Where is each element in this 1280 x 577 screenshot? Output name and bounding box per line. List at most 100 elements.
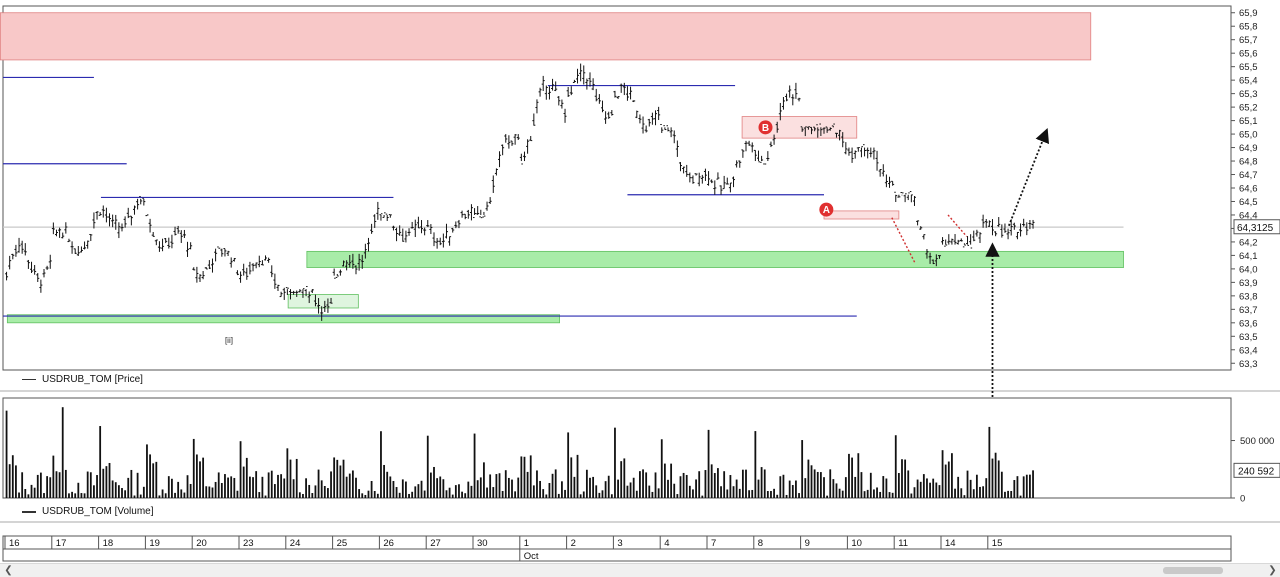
price-panel: 63,3 63,4 63,5 63,6 63,7 63,8 63,9 64,0 64,1 64,2… bbox=[0, 5, 1280, 445]
ohlc-bar bbox=[382, 212, 386, 218]
ohlc-bar bbox=[969, 234, 973, 249]
ohlc-bar bbox=[379, 213, 383, 221]
ohlc-bar bbox=[975, 229, 979, 237]
volume-bar bbox=[376, 493, 379, 498]
volume-bar bbox=[801, 440, 804, 498]
volume-bar bbox=[336, 459, 339, 498]
ohlc-bar bbox=[192, 267, 196, 271]
volume-bar bbox=[302, 493, 304, 498]
volume-bar bbox=[270, 470, 273, 498]
volume-bar bbox=[267, 472, 270, 498]
ohlc-bar bbox=[39, 279, 43, 293]
ohlc-bar bbox=[597, 94, 601, 104]
ohlc-bar bbox=[182, 229, 186, 238]
volume-bar bbox=[648, 485, 651, 498]
ohlc-bar bbox=[610, 110, 614, 116]
ohlc-bar bbox=[482, 211, 486, 218]
ohlc-bar bbox=[828, 127, 832, 131]
ohlc-bar bbox=[351, 253, 355, 269]
scroll-right-icon[interactable]: ❯ bbox=[1268, 565, 1277, 576]
ohlc-bar bbox=[629, 86, 633, 100]
volume-bar bbox=[592, 476, 595, 498]
volume-bar bbox=[904, 459, 907, 498]
ohlc-bar bbox=[831, 123, 835, 128]
volume-bar bbox=[351, 470, 354, 498]
volume-bar bbox=[710, 464, 713, 498]
ohlc-bar bbox=[962, 243, 966, 248]
volume-bar bbox=[932, 478, 935, 498]
volume-bar bbox=[729, 475, 732, 498]
ohlc-bar bbox=[423, 227, 427, 236]
volume-bar bbox=[844, 477, 847, 498]
volume-bar bbox=[695, 479, 697, 498]
volume-bar bbox=[557, 493, 560, 498]
ohlc-bar bbox=[454, 221, 458, 229]
volume-bar bbox=[364, 494, 367, 498]
volume-bar bbox=[657, 488, 660, 498]
volume-bar bbox=[127, 477, 130, 498]
volume-bar bbox=[891, 492, 894, 498]
volume-bar bbox=[654, 472, 657, 498]
ohlc-bar bbox=[1031, 219, 1035, 229]
date-tick-label: 25 bbox=[337, 538, 348, 549]
volume-bar bbox=[523, 456, 526, 498]
ohlc-bar bbox=[370, 223, 374, 234]
volume-bar bbox=[486, 487, 488, 498]
date-tick-label: 20 bbox=[196, 538, 207, 549]
volume-bar bbox=[442, 479, 445, 498]
ohlc-bar bbox=[863, 144, 867, 157]
ohlc-bar bbox=[164, 238, 168, 244]
volume-bar bbox=[24, 489, 27, 498]
ohlc-bar bbox=[588, 72, 592, 87]
volume-bar bbox=[698, 471, 701, 498]
ohlc-bar bbox=[1028, 219, 1032, 230]
price-tick-label: 63,8 bbox=[1239, 291, 1258, 302]
ohlc-bar bbox=[295, 290, 299, 297]
volume-bar bbox=[975, 474, 978, 498]
date-tick-label: 26 bbox=[383, 538, 394, 549]
ohlc-bar bbox=[485, 201, 489, 211]
volume-bar bbox=[873, 489, 875, 498]
volume-bar bbox=[813, 469, 816, 498]
ohlc-bar bbox=[161, 238, 165, 252]
ohlc-bar bbox=[270, 265, 274, 278]
ohlc-bar bbox=[916, 220, 920, 226]
volume-bar bbox=[264, 495, 267, 498]
ohlc-bar bbox=[54, 229, 58, 237]
ohlc-bar bbox=[245, 267, 249, 280]
volume-bar bbox=[33, 487, 36, 498]
volume-bar bbox=[620, 461, 623, 498]
ohlc-bar bbox=[781, 96, 785, 110]
ohlc-bar bbox=[850, 147, 854, 163]
volume-bar bbox=[292, 479, 295, 498]
price-tick-label: 64,4 bbox=[1239, 210, 1258, 221]
ohlc-bar bbox=[76, 245, 80, 256]
ohlc-bar bbox=[878, 168, 882, 177]
ohlc-bar bbox=[981, 214, 985, 228]
ohlc-bar bbox=[73, 248, 77, 254]
volume-bar bbox=[136, 472, 139, 498]
volume-bar bbox=[339, 465, 342, 498]
ohlc-bar bbox=[151, 231, 155, 237]
ohlc-bar bbox=[775, 121, 779, 133]
ohlc-bar bbox=[504, 134, 508, 143]
ohlc-bar bbox=[235, 270, 239, 276]
ohlc-bar bbox=[407, 228, 411, 236]
ohlc-bar bbox=[432, 232, 436, 247]
scroll-left-icon[interactable]: ❮ bbox=[4, 565, 13, 576]
volume-bar bbox=[511, 479, 513, 498]
horizontal-scrollbar[interactable]: ❮ ❯ bbox=[0, 563, 1280, 577]
volume-bar bbox=[741, 469, 744, 498]
ohlc-bar bbox=[532, 113, 536, 126]
scroll-thumb[interactable] bbox=[1163, 567, 1223, 574]
ohlc-bar bbox=[292, 290, 296, 295]
ohlc-bar bbox=[956, 239, 960, 245]
price-legend-swatch bbox=[22, 379, 36, 380]
ohlc-bar bbox=[572, 79, 576, 83]
ohlc-bar bbox=[20, 240, 24, 254]
volume-bar bbox=[969, 479, 972, 498]
volume-bar bbox=[960, 488, 963, 498]
volume-bar bbox=[841, 490, 844, 498]
volume-bar bbox=[835, 483, 838, 498]
